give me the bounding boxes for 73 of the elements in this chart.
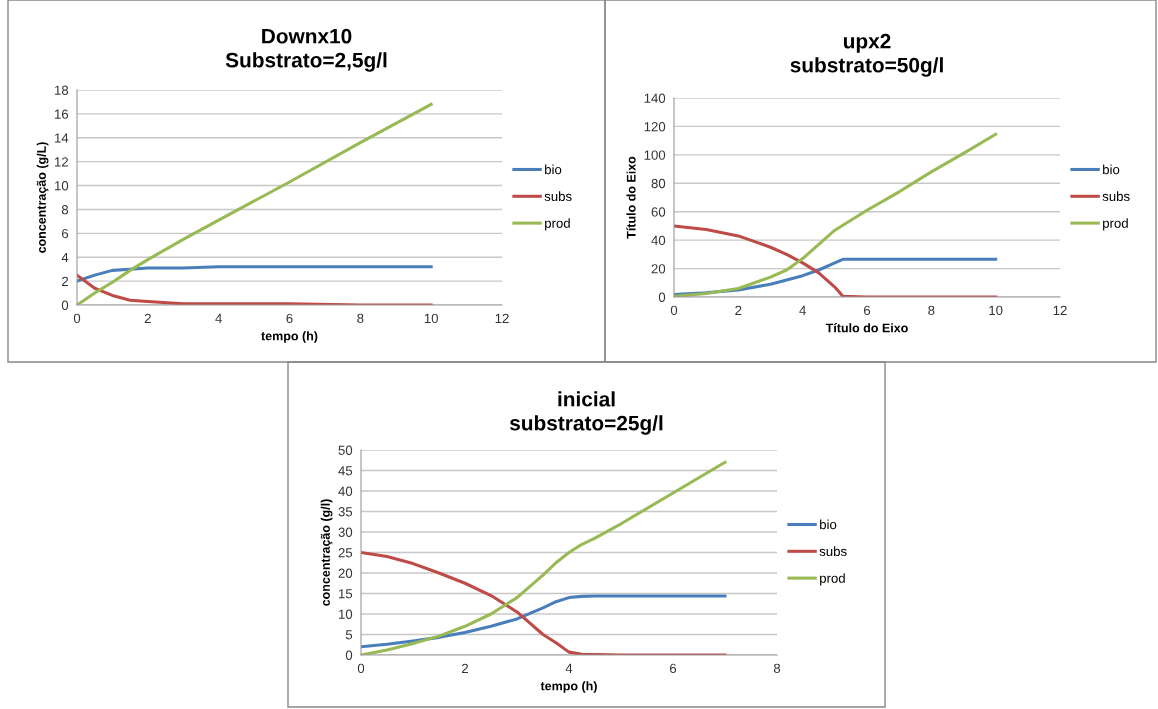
- x-tick-label: 8: [357, 313, 364, 324]
- y-tick-label: 100: [644, 150, 666, 160]
- x-tick-label: 10: [989, 305, 1003, 316]
- y-tick-label: 0: [658, 292, 666, 302]
- legend-label: subs: [819, 546, 847, 557]
- x-tick-label: 12: [1053, 305, 1067, 315]
- y-tick-label: 20: [338, 568, 353, 578]
- x-tick-label: 8: [928, 305, 935, 316]
- line-series: [77, 273, 433, 305]
- y-tick-label: 30: [338, 527, 353, 537]
- y-tick-label: 40: [651, 235, 666, 246]
- x-tick-label: 2: [144, 313, 151, 323]
- x-axis-title: tempo (h): [540, 681, 597, 693]
- y-tick-label: 60: [651, 207, 666, 217]
- legend-label: prod: [545, 218, 570, 231]
- y-tick-label: 6: [62, 228, 69, 239]
- line-series: [77, 102, 433, 305]
- legend-label: bio: [1103, 164, 1120, 175]
- y-axis-title: concentração (g/l): [320, 499, 333, 606]
- line-series: [674, 224, 998, 297]
- y-axis-title: concentração (g/L): [36, 142, 49, 253]
- x-tick-label: 2: [462, 663, 469, 673]
- y-tick-label: 35: [338, 507, 353, 517]
- y-tick-label: 45: [338, 466, 353, 476]
- x-tick-label: 10: [424, 313, 438, 324]
- chart-title: inicial substrato=25g/l: [509, 391, 663, 435]
- x-tick-label: 0: [73, 313, 81, 324]
- y-tick-label: 140: [644, 93, 666, 103]
- y-tick-label: 16: [55, 109, 69, 119]
- x-tick-label: 2: [735, 305, 742, 315]
- y-tick-label: 4: [61, 252, 69, 262]
- x-tick-label: 4: [799, 305, 806, 315]
- x-tick-label: 6: [286, 313, 293, 324]
- legend-label: subs: [1102, 191, 1130, 202]
- x-tick-label: 6: [864, 305, 871, 316]
- x-axis-title: Título do Eixo: [825, 323, 908, 333]
- y-tick-label: 0: [345, 650, 353, 660]
- line-series: [361, 550, 727, 655]
- x-axis-title: tempo (h): [261, 331, 318, 343]
- y-tick-label: 14: [55, 133, 69, 143]
- y-tick-label: 20: [651, 264, 666, 274]
- legend-label: prod: [1103, 218, 1128, 231]
- y-tick-label: 5: [345, 630, 353, 640]
- legend-label: prod: [820, 573, 845, 586]
- legend-label: bio: [545, 164, 562, 175]
- chart-title: upx2 substrato=50g/l: [790, 33, 943, 77]
- y-tick-label: 10: [55, 181, 69, 191]
- chart-title: Downx10 Substrato=2,5g/l: [225, 28, 387, 72]
- legend-label: bio: [820, 519, 837, 530]
- y-tick-label: 25: [338, 548, 353, 558]
- legend-label: subs: [544, 191, 572, 202]
- x-tick-label: 8: [773, 663, 781, 674]
- line-series: [361, 594, 727, 649]
- x-tick-label: 0: [670, 305, 678, 316]
- y-tick-label: 2: [61, 276, 68, 286]
- y-tick-label: 12: [55, 157, 69, 167]
- y-tick-label: 18: [55, 85, 69, 95]
- y-tick-label: 80: [651, 178, 666, 189]
- line-series: [361, 460, 727, 655]
- y-tick-label: 50: [338, 445, 353, 455]
- y-tick-label: 15: [339, 589, 353, 599]
- y-tick-label: 8: [61, 205, 69, 215]
- y-tick-label: 10: [339, 609, 353, 619]
- x-tick-label: 12: [495, 313, 509, 323]
- x-tick-label: 4: [215, 313, 222, 323]
- x-tick-label: 0: [357, 663, 365, 674]
- x-tick-label: 6: [670, 663, 677, 674]
- line-series: [674, 132, 998, 297]
- y-axis-title: Título do Eixo: [626, 156, 636, 239]
- y-tick-label: 40: [338, 486, 353, 496]
- x-tick-label: 4: [565, 663, 573, 673]
- y-tick-label: 120: [644, 122, 666, 132]
- line-series: [77, 265, 433, 283]
